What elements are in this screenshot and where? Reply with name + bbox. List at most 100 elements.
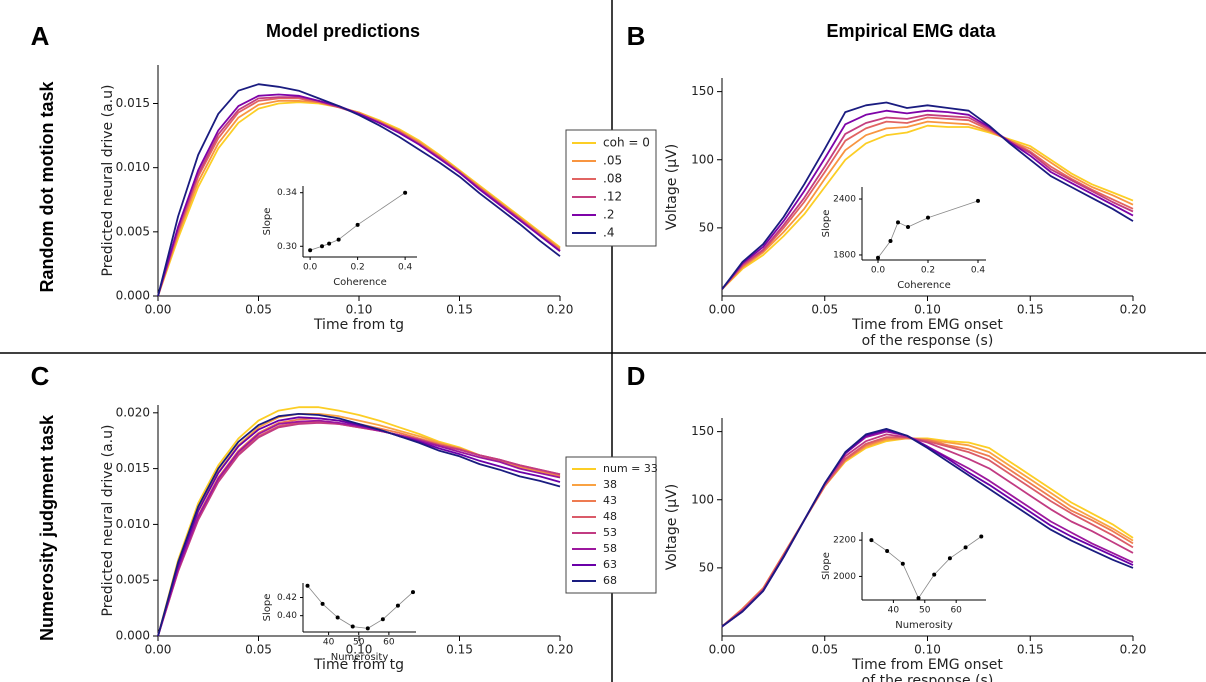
- data-line: [721, 101, 1134, 290]
- x-tick-label: 0.05: [245, 303, 272, 317]
- data-line: [877, 200, 979, 259]
- x-tick-label: 50: [353, 637, 365, 647]
- legend-label: .2: [603, 208, 614, 222]
- data-point: [876, 255, 880, 260]
- y-tick-label: 1800: [833, 250, 856, 260]
- x-tick-label: 0.15: [1017, 643, 1044, 657]
- y-tick-label: 2000: [833, 572, 856, 582]
- data-line: [721, 428, 1134, 628]
- panel-label: D: [627, 361, 646, 391]
- x-tick-label: 0.4: [398, 262, 413, 272]
- x-axis-label: Numerosity: [895, 620, 953, 631]
- data-line: [157, 420, 561, 637]
- x-tick-label: 0.4: [971, 265, 986, 275]
- x-axis-label: Time from EMG onset: [851, 317, 1003, 333]
- y-tick-label: 0.000: [116, 289, 150, 303]
- x-axis-label: Time from EMG onset: [851, 657, 1003, 673]
- data-point: [305, 583, 310, 588]
- y-tick-label: 0.005: [116, 224, 150, 238]
- data-point: [926, 215, 930, 220]
- legend-label: coh = 0: [603, 136, 650, 150]
- x-tick-label: 0.00: [145, 303, 172, 317]
- x-tick-label: 0.05: [811, 303, 838, 317]
- data-line: [157, 413, 561, 637]
- x-tick-label: 0.15: [1017, 303, 1044, 317]
- data-point: [403, 190, 408, 195]
- x-tick-label: 0.00: [145, 643, 172, 657]
- data-line: [157, 419, 561, 637]
- data-line: [157, 83, 561, 297]
- row-title: Random dot motion task: [37, 81, 57, 293]
- x-tick-label: 0.10: [914, 643, 941, 657]
- data-point: [976, 198, 980, 203]
- panel-label: A: [31, 21, 50, 51]
- x-tick-label: 0.20: [1120, 643, 1147, 657]
- legend-label: 63: [603, 558, 617, 571]
- y-tick-label: 2200: [833, 536, 856, 546]
- x-tick-label: 0.15: [446, 643, 473, 657]
- legend-label: 53: [603, 526, 617, 539]
- data-point: [888, 238, 893, 243]
- x-tick-label: 40: [888, 605, 900, 615]
- data-point: [320, 601, 325, 606]
- data-line: [721, 116, 1134, 290]
- data-point: [885, 549, 890, 554]
- x-tick-label: 0.10: [914, 303, 941, 317]
- legend-label: .05: [603, 154, 622, 168]
- y-axis-label: Slope: [821, 552, 832, 580]
- data-line: [721, 429, 1134, 628]
- y-tick-label: 50: [699, 560, 714, 574]
- data-point: [947, 556, 952, 561]
- data-line: [721, 430, 1134, 628]
- x-tick-label: 0.15: [446, 303, 473, 317]
- x-axis-label: Numerosity: [331, 652, 389, 663]
- y-tick-label: 0.015: [116, 96, 150, 110]
- x-tick-label: 50: [919, 605, 931, 615]
- data-line: [157, 416, 561, 637]
- legend-label: .4: [603, 226, 614, 240]
- legend-label: .12: [603, 190, 622, 204]
- x-tick-label: 0.05: [245, 643, 272, 657]
- y-tick-label: 0.020: [116, 405, 150, 419]
- y-tick-label: 2400: [833, 195, 856, 205]
- x-tick-label: 0.20: [547, 303, 574, 317]
- data-line: [307, 585, 414, 629]
- row-title: Numerosity judgment task: [37, 414, 57, 641]
- data-line: [157, 422, 561, 637]
- x-tick-label: 0.10: [346, 643, 373, 657]
- x-tick-label: 40: [323, 637, 335, 647]
- x-tick-label: 0.0: [871, 265, 886, 275]
- data-point: [395, 603, 400, 608]
- legend-label: num = 33: [603, 462, 658, 475]
- x-tick-label: 0.10: [346, 303, 373, 317]
- data-line: [157, 93, 561, 297]
- data-point: [308, 248, 313, 253]
- y-tick-label: 100: [691, 152, 714, 166]
- data-point: [350, 624, 355, 629]
- x-axis-label: Coherence: [333, 277, 387, 288]
- x-tick-label: 0.0: [303, 262, 318, 272]
- data-line: [309, 192, 406, 251]
- y-tick-label: 0.40: [277, 611, 297, 621]
- x-axis-label: Time from tg: [313, 317, 404, 333]
- y-axis-label: Voltage (μV): [664, 144, 680, 230]
- y-axis-label: Slope: [821, 210, 832, 238]
- y-tick-label: 0.34: [277, 188, 297, 198]
- data-line: [721, 109, 1134, 290]
- y-tick-label: 50: [699, 220, 714, 234]
- data-point: [365, 626, 370, 631]
- legend-box: [565, 456, 657, 594]
- data-point: [327, 241, 332, 246]
- x-tick-label: 0.20: [1120, 303, 1147, 317]
- x-axis-label: Coherence: [897, 280, 951, 291]
- data-point: [932, 572, 937, 577]
- data-line: [871, 536, 982, 599]
- data-point: [380, 617, 385, 622]
- column-title: Model predictions: [266, 21, 420, 41]
- legend-box: [565, 129, 657, 247]
- y-tick-label: 0.010: [116, 517, 150, 531]
- x-tick-label: 0.05: [811, 643, 838, 657]
- data-point: [963, 545, 968, 550]
- x-tick-label: 0.20: [547, 643, 574, 657]
- data-point: [335, 615, 340, 620]
